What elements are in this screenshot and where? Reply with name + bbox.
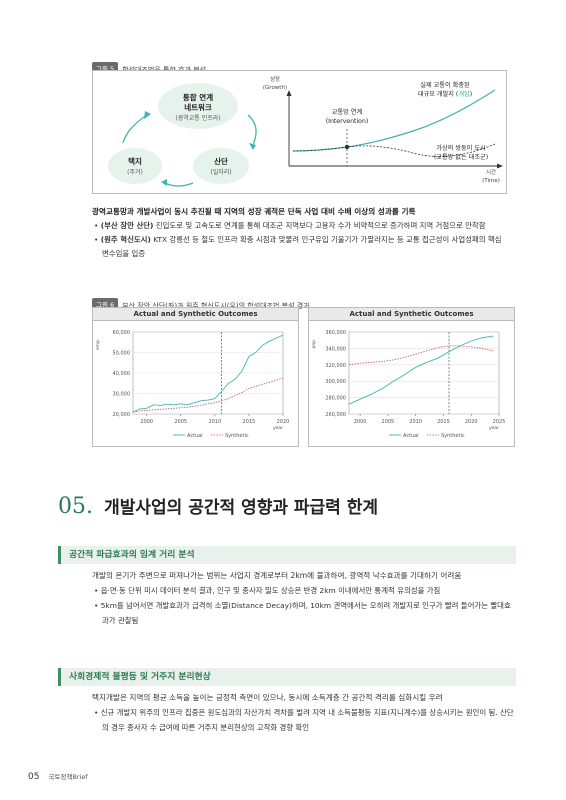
y-tick-label: 320,000	[325, 363, 346, 369]
x-axis-label-en: (Time)	[482, 178, 500, 184]
y-axis-label: pop	[312, 340, 317, 349]
x-tick-label: 2020	[277, 419, 290, 425]
y-axis-label-en: (Growth)	[263, 85, 287, 91]
y-tick-label: 360,000	[325, 330, 346, 336]
footer: 05 국토정책Brief	[28, 764, 88, 783]
x-tick-label: 2000	[140, 419, 153, 425]
x-tick-label: 2010	[409, 419, 422, 425]
sub2-heading: 사회경제적 불평등 및 거주지 분리현상	[58, 668, 516, 686]
x-tick-label: 2005	[382, 419, 395, 425]
chart-left: 20,000 30,000 40,000 50,000 60,000 2000 2005 20…	[96, 330, 290, 439]
sub1-body: 개발의 온기가 주변으로 퍼져나가는 범위는 사업지 경계로부터 2km에 불과…	[92, 568, 516, 628]
page-number: 05	[28, 772, 40, 782]
x-tick-label: 2020	[465, 419, 478, 425]
arrow-head-icon	[161, 179, 167, 186]
series-line-actual	[348, 335, 494, 405]
plot-frame	[348, 331, 500, 415]
actual-curve	[292, 89, 496, 152]
y-tick-label: 20,000	[113, 412, 131, 418]
y-tick-label: 280,000	[325, 396, 346, 402]
y-tick-label: 40,000	[113, 371, 131, 377]
industry-node	[193, 148, 249, 184]
sub2-bullet-1: • 신규 개발지 위주의 인프라 집중은 원도심과의 자산가치 격차를 벌려 지…	[94, 708, 514, 732]
para1: 광역교통망과 개발사업이 동시 추진될 때 지역의 성장 궤적은 단독 사업 대…	[92, 205, 510, 261]
intervention-label-en: (Intervention)	[326, 118, 369, 125]
series-line-synthetic	[132, 377, 284, 413]
x-tick-label: 2005	[174, 419, 187, 425]
network-title: 통합 연계	[183, 92, 213, 102]
synthetic-annot-1: 가상의 쌍둥이 도시	[436, 144, 485, 152]
x-axis-arrow-icon	[497, 163, 503, 169]
x-axis-label: year	[273, 425, 283, 431]
arrow-left-icon	[122, 114, 148, 144]
synthetic-annot-2: (교통망 없는 대조군)	[434, 153, 488, 161]
y-tick-label: 260,000	[325, 412, 346, 418]
chart-right: 260,000 280,000 300,000 320,000 340,000 360,0…	[312, 330, 506, 439]
y-axis-arrow-icon	[286, 90, 292, 96]
arrow-head-icon	[249, 143, 256, 150]
sub1-lead: 개발의 온기가 주변으로 퍼져나가는 범위는 사업지 경계로부터 2km에 불과…	[92, 571, 462, 580]
x-axis-label: 시간	[486, 168, 496, 176]
x-axis-label: year	[489, 425, 499, 431]
section-title: 개발사업의 공간적 영향과 파급력 한계	[104, 498, 379, 518]
x-tick-label: 2000	[354, 419, 367, 425]
section-header: 05. 개발사업의 공간적 영향과 파급력 한계	[58, 493, 528, 519]
legend-label-synthetic: Synthetic	[225, 433, 249, 439]
y-tick-label: 340,000	[325, 346, 346, 352]
actual-annot-2: 대규모 개발지 (개입)	[418, 90, 472, 98]
sub1-bullet-1: • 읍·면·동 단위 미시 데이터 분석 결과, 인구 및 종사자 밀도 상승은…	[94, 586, 441, 595]
y-tick-label: 60,000	[113, 330, 131, 336]
actual-annot-1: 실제 교통이 확충된	[420, 81, 470, 89]
network-title2: 네트워크	[184, 102, 212, 112]
para1-bullet-2: • (원주 혁신도시) KTX 강릉선 등 철도 인프라 확충 시점과 맞물려 …	[94, 235, 502, 258]
para1-bullet-1: • (부산 장안 산단) 진입도로 및 고속도로 연계를 통해 대조군 지역보다…	[94, 221, 486, 230]
y-tick-label: 300,000	[325, 379, 346, 385]
sub1-heading: 공간적 파급효과의 임계 거리 분석	[58, 546, 516, 564]
chart-left-panel: Actual and Synthetic Outcomes 20,000 30,0…	[92, 307, 299, 447]
industry-label: 산단	[214, 156, 228, 166]
legend-label-synthetic: Synthetic	[441, 433, 465, 439]
sub1-bullet-2: • 5km를 넘어서면 개발효과가 급격히 소멸(Distance Decay)…	[94, 601, 511, 625]
series-line-synthetic	[348, 345, 494, 366]
figure6-tag: 그림 6	[92, 297, 119, 310]
figure5-box: 통합 연계 네트워크 (광역교통 인프라) 택지 (주거) 산단 (일자리) 성…	[92, 70, 507, 194]
network-sub: (광역교통 인프라)	[175, 114, 220, 122]
arrow-bottom-icon	[164, 182, 194, 187]
legend-label-actual: Actual	[403, 433, 419, 439]
section-number: 05.	[58, 494, 93, 519]
sub2-lead: 택지개발은 지역의 평균 소득을 높이는 긍정적 측면이 있으나, 동시에 소득…	[92, 693, 443, 702]
para1-heading: 광역교통망과 개발사업이 동시 추진될 때 지역의 성장 궤적은 단독 사업 대…	[92, 207, 416, 216]
network-node	[158, 83, 238, 129]
housing-sub: (주거)	[127, 168, 143, 176]
y-axis-label: emp	[96, 340, 101, 350]
x-tick-label: 2010	[208, 419, 221, 425]
x-tick-label: 2015	[243, 419, 256, 425]
intervention-label: 교통망 연계	[332, 108, 363, 116]
x-tick-label: 2015	[437, 419, 450, 425]
x-tick-label: 2025	[493, 419, 506, 425]
chart-right-panel: Actual and Synthetic Outcomes 260,000 280…	[308, 307, 515, 447]
industry-sub: (일자리)	[210, 168, 231, 176]
y-tick-label: 50,000	[113, 351, 131, 357]
y-tick-label: 30,000	[113, 392, 131, 398]
figure6-title: 부산 장안 산단(좌)과 원주 혁신도시(우)의 합성대조법 분석 결과	[122, 302, 310, 310]
synthetic-curve	[292, 143, 496, 157]
arrow-head-icon	[144, 111, 151, 119]
chart-right-title: Actual and Synthetic Outcomes	[309, 308, 514, 321]
publication-name: 국토정책Brief	[48, 773, 88, 781]
housing-label: 택지	[128, 156, 142, 166]
figure5-diagram: 통합 연계 네트워크 (광역교통 인프라) 택지 (주거) 산단 (일자리) 성…	[108, 75, 503, 187]
housing-node	[108, 148, 162, 184]
series-line-actual	[132, 334, 284, 413]
legend-label-actual: Actual	[187, 433, 203, 439]
figure6-caption: 그림 6 부산 장안 산단(좌)과 원주 혁신도시(우)의 합성대조법 분석 결과	[92, 293, 310, 312]
sub2-body: 택지개발은 지역의 평균 소득을 높이는 긍정적 측면이 있으나, 동시에 소득…	[92, 690, 516, 735]
y-axis-label: 성장	[270, 75, 280, 83]
intervention-point	[344, 144, 350, 150]
chart-left-title: Actual and Synthetic Outcomes	[93, 308, 298, 321]
arrow-right-icon	[247, 114, 257, 146]
